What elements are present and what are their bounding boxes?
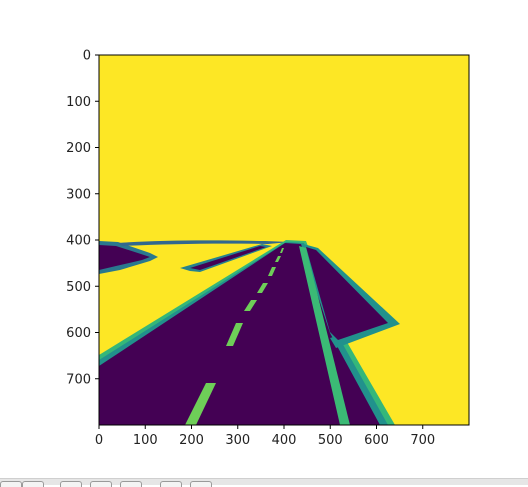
horizon-strip (118, 240, 290, 246)
x-tick-label: 300 (225, 433, 250, 448)
forward-icon[interactable] (60, 481, 82, 487)
pan-icon[interactable] (90, 481, 112, 487)
navigation-toolbar (0, 478, 528, 487)
y-tick-label: 100 (66, 95, 91, 110)
left-grass-area (99, 245, 150, 270)
center-dashes (185, 248, 284, 425)
back-icon[interactable] (22, 481, 44, 487)
x-tick-label: 0 (95, 433, 103, 448)
y-tick-label: 600 (66, 326, 91, 341)
y-tick-label: 700 (66, 372, 91, 387)
y-tick-label: 300 (66, 187, 91, 202)
x-tick-label: 400 (272, 433, 297, 448)
x-tick-label: 600 (364, 433, 389, 448)
configure-icon[interactable] (160, 481, 182, 487)
y-tick-label: 500 (66, 280, 91, 295)
x-axis: 0 100 200 300 400 500 600 700 (95, 425, 435, 448)
x-tick-label: 700 (410, 433, 435, 448)
y-tick-label: 0 (83, 49, 91, 64)
right-lane-line (299, 246, 350, 425)
home-icon[interactable] (0, 481, 22, 487)
y-tick-label: 200 (66, 141, 91, 156)
save-icon[interactable] (190, 481, 212, 487)
right-ramp (306, 247, 388, 340)
zoom-icon[interactable] (120, 481, 142, 487)
y-tick-label: 400 (66, 234, 91, 249)
x-tick-label: 200 (179, 433, 204, 448)
x-tick-label: 100 (133, 433, 158, 448)
center-island (190, 246, 266, 270)
y-axis: 0 100 200 300 400 500 600 700 (66, 49, 99, 387)
plot-area (99, 55, 469, 425)
x-tick-label: 500 (318, 433, 343, 448)
